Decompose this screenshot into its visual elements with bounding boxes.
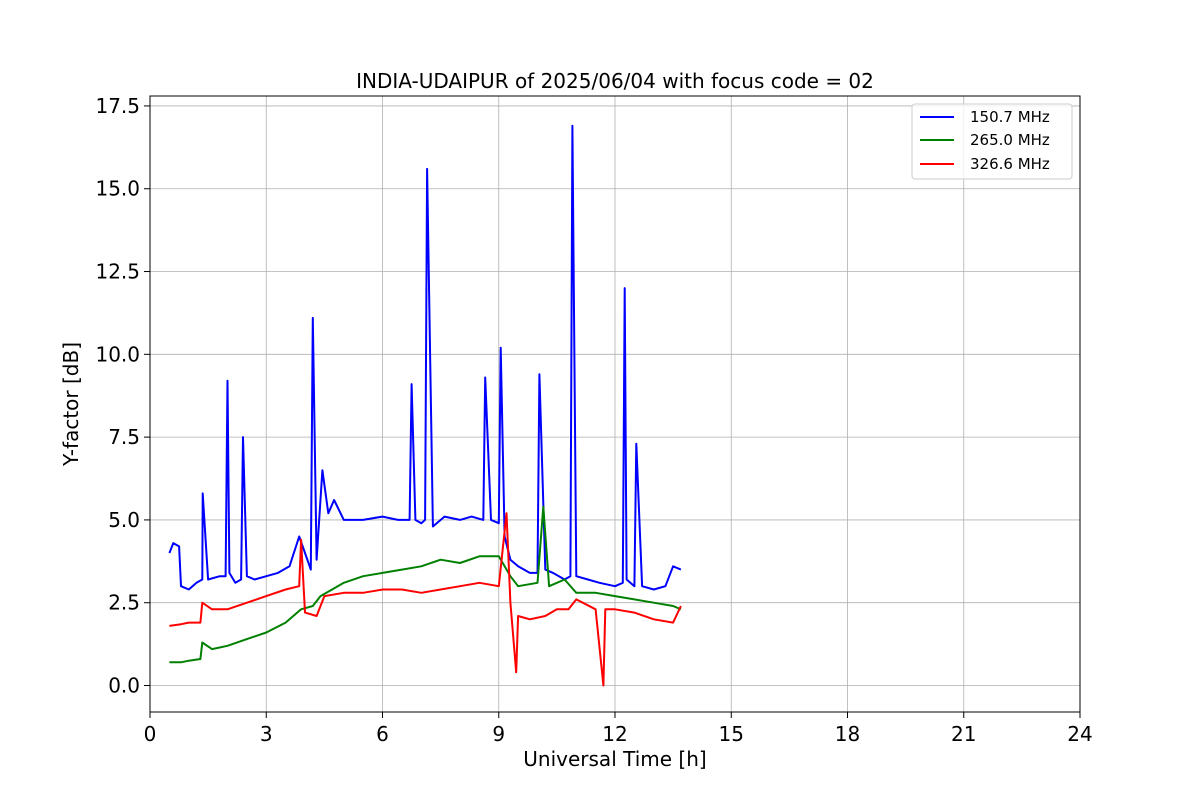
y-tick-label: 10.0: [95, 342, 140, 366]
y-tick-label: 17.5: [95, 94, 140, 118]
x-tick-label: 24: [1067, 722, 1092, 746]
legend-label-150mhz: 150.7 MHz: [970, 108, 1050, 126]
y-tick-label: 5.0: [108, 508, 140, 532]
series-line-2: [169, 512, 682, 687]
legend: 150.7 MHz 265.0 MHz 326.6 MHz: [911, 103, 1073, 180]
series-line-0: [168, 124, 682, 591]
y-tick-label: 0.0: [108, 674, 140, 698]
y-tick-label: 2.5: [108, 591, 140, 615]
y-tick-label: 15.0: [95, 177, 140, 201]
x-tick-label: 15: [719, 722, 744, 746]
axis-ticks: 0 3 6 9 12 15 18 21 24 0.0 2.5 5.0 7.5 10.0 12.5 15.0 17…: [95, 94, 1092, 746]
x-tick-label: 9: [492, 722, 505, 746]
legend-label-326mhz: 326.6 MHz: [970, 155, 1050, 173]
y-tick-label: 7.5: [108, 425, 140, 449]
legend-label-265mhz: 265.0 MHz: [970, 131, 1050, 149]
x-tick-label: 6: [376, 722, 389, 746]
x-tick-label: 0: [144, 722, 157, 746]
y-axis-label: Y-factor [dB]: [59, 342, 83, 467]
chart-title: INDIA-UDAIPUR of 2025/06/04 with focus c…: [356, 69, 874, 93]
x-tick-label: 18: [835, 722, 860, 746]
x-tick-label: 3: [260, 722, 273, 746]
x-tick-label: 12: [602, 722, 627, 746]
x-axis-label: Universal Time [h]: [523, 747, 706, 771]
x-tick-label: 21: [951, 722, 976, 746]
series-layer: [168, 124, 682, 687]
series-line-1: [169, 505, 682, 664]
legend-box: [911, 103, 1073, 180]
y-tick-label: 12.5: [95, 260, 140, 284]
